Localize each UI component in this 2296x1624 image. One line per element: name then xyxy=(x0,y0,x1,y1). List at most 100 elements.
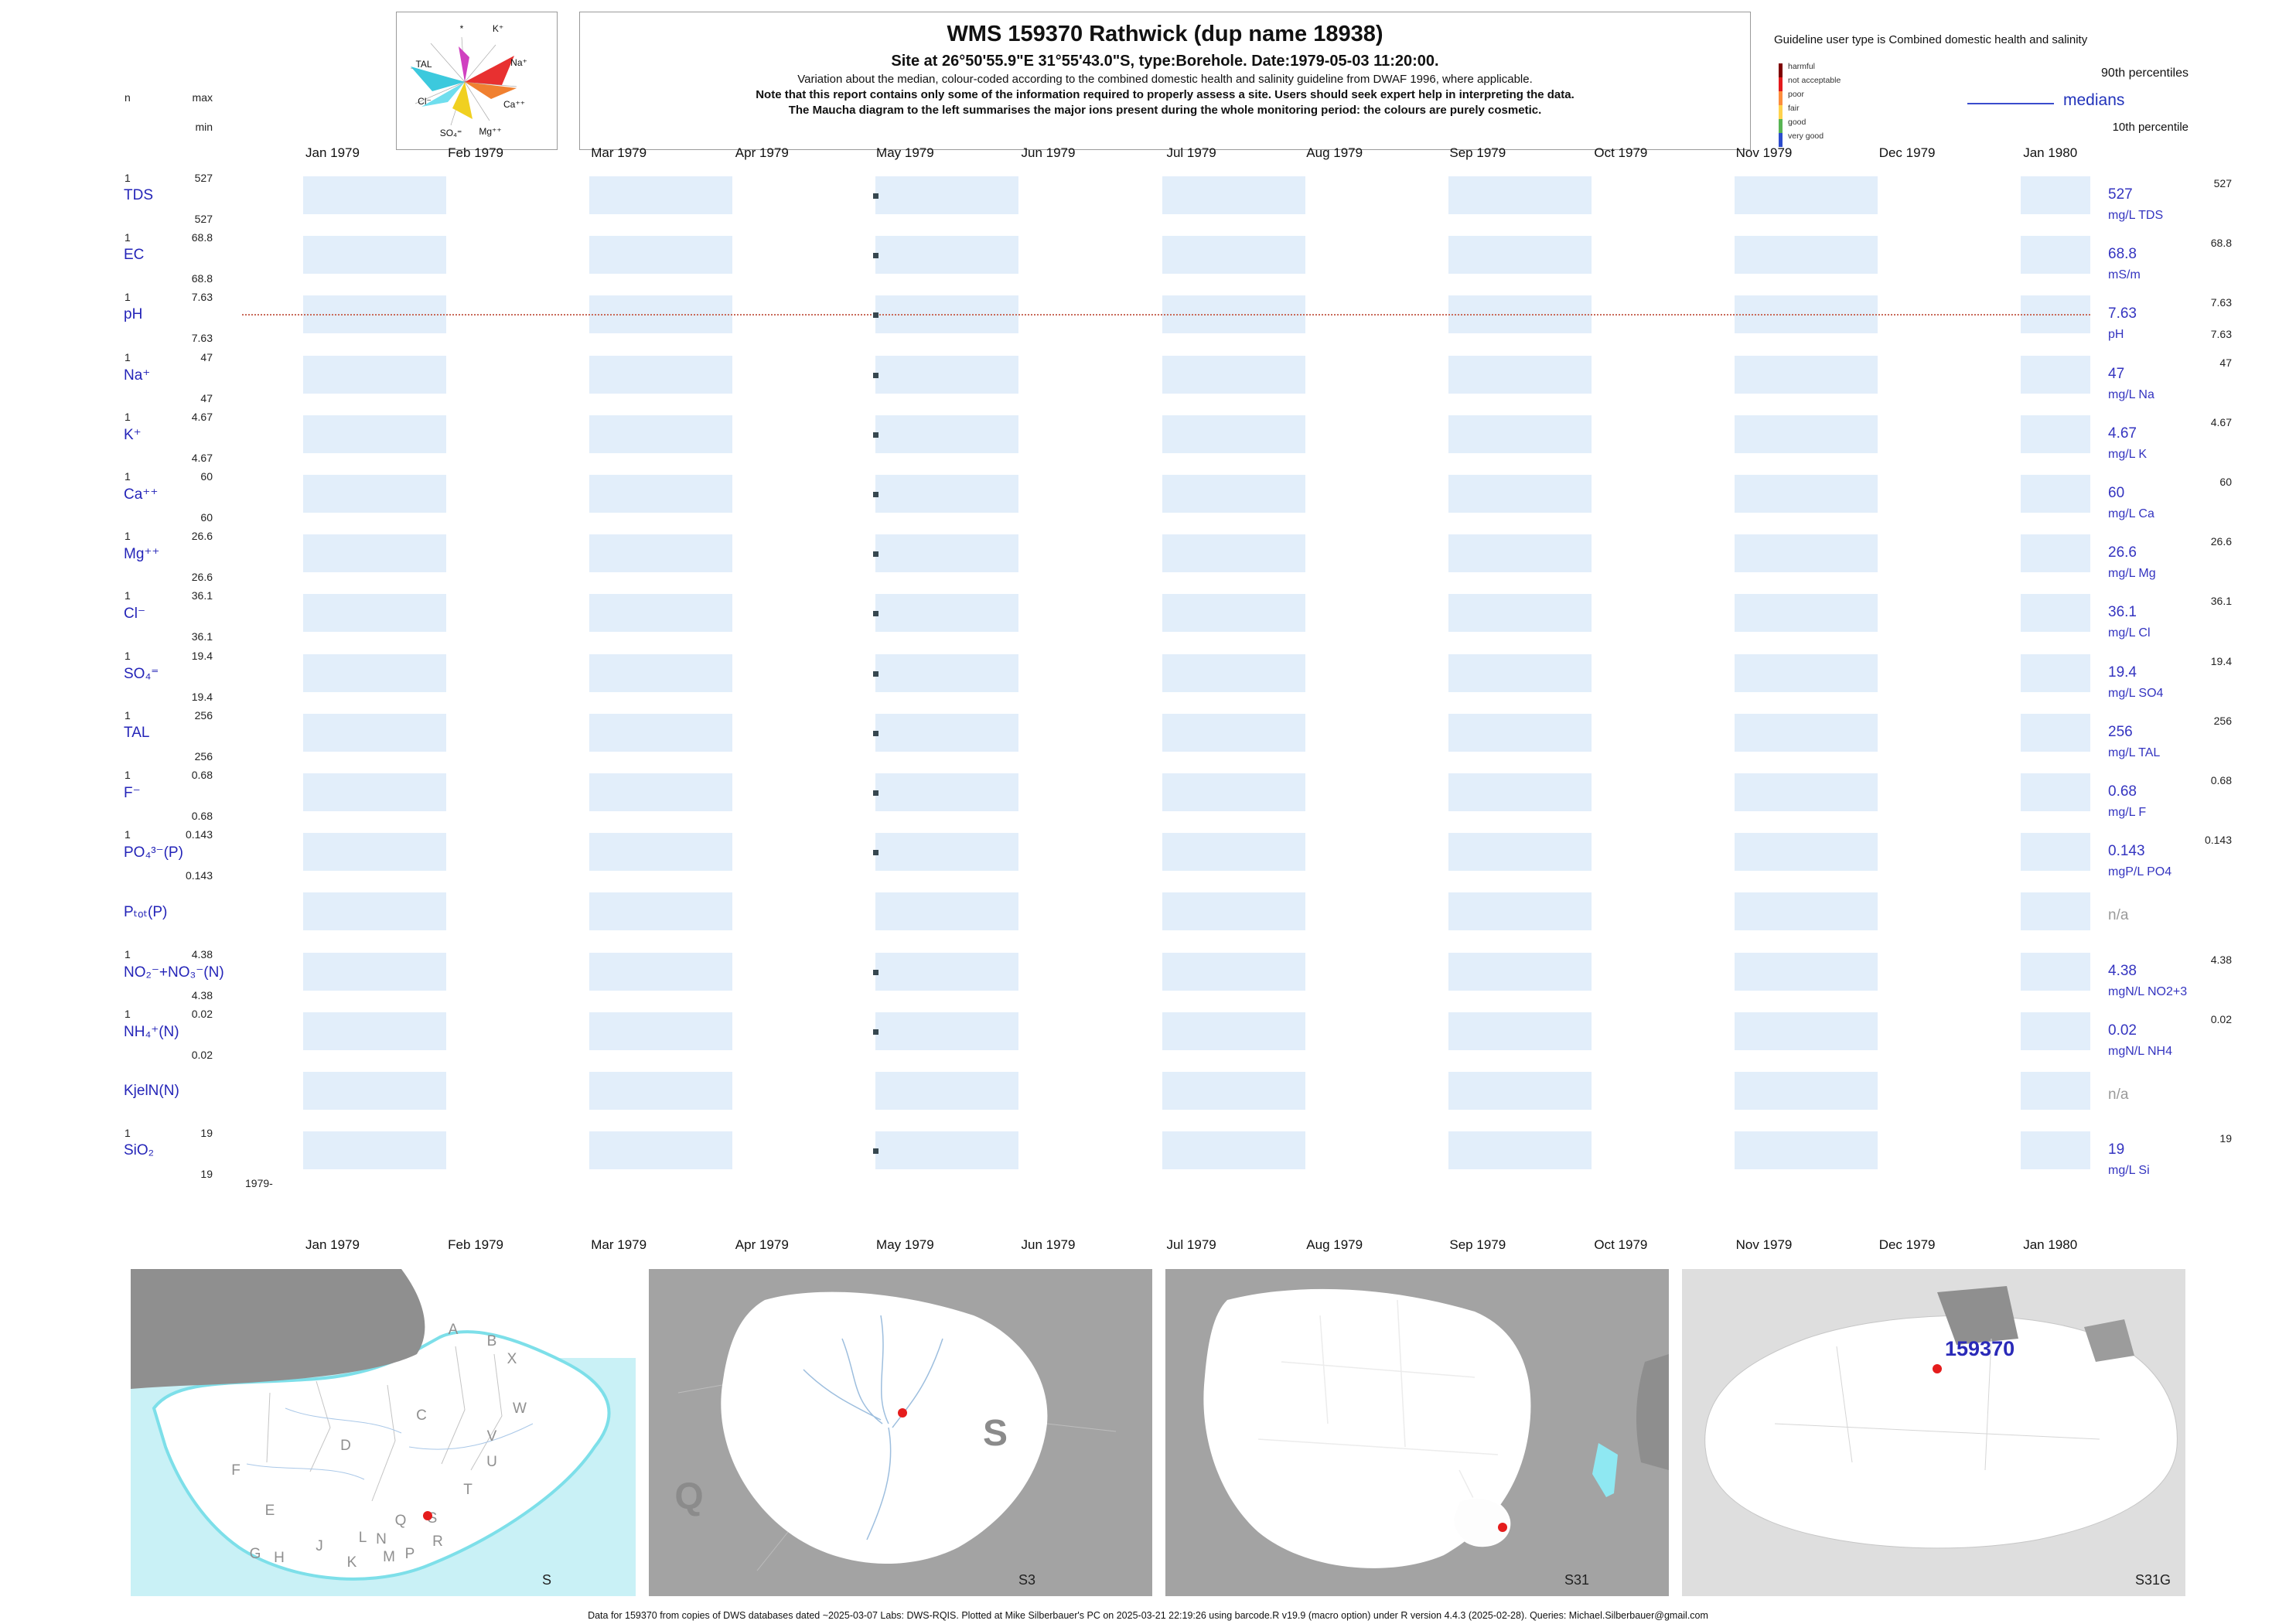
row-unit: mg/L Si xyxy=(2108,1164,2150,1178)
row-sample-count: 1 xyxy=(125,1007,131,1020)
month-band xyxy=(303,355,447,394)
month-band xyxy=(2021,653,2090,692)
parameter-row: 1 4.67 4.67 K⁺ 4.67 4.67 mg/L K xyxy=(0,411,2296,471)
region-letter: M xyxy=(383,1549,395,1565)
row-median-value: 47 xyxy=(2108,365,2125,382)
month-bands xyxy=(242,1072,2090,1110)
month-band xyxy=(875,1072,1019,1110)
month-band xyxy=(303,1131,447,1170)
site-subtitle: Site at 26°50'55.9"E 31°55'43.0"S, type:… xyxy=(891,53,1439,70)
month-band xyxy=(1448,475,1592,513)
row-not-available: n/a xyxy=(2108,907,2129,924)
month-band xyxy=(875,475,1019,513)
month-label-bottom: Nov 1979 xyxy=(1735,1237,1793,1252)
month-band xyxy=(2021,1012,2090,1050)
data-point xyxy=(873,312,878,319)
neighbouring-countries xyxy=(131,1269,425,1389)
lake xyxy=(1592,1443,1618,1497)
row-min-value: 26.6 xyxy=(191,571,213,584)
parameter-label: NO₂⁻+NO₃⁻(N) xyxy=(124,964,224,981)
month-label-bottom: Feb 1979 xyxy=(448,1237,504,1252)
parameter-row: 1 60 60 Ca⁺⁺ 60 60 mg/L Ca xyxy=(0,470,2296,531)
month-label-bottom: Mar 1979 xyxy=(591,1237,647,1252)
month-band xyxy=(1735,892,1878,931)
month-band xyxy=(303,833,447,872)
row-unit: pH xyxy=(2108,328,2124,342)
region-letter: B xyxy=(487,1333,497,1349)
parameter-row: 1 19.4 19.4 SO₄⁼ 19.4 19.4 mg/L SO4 xyxy=(0,650,2296,710)
month-band xyxy=(1448,415,1592,453)
month-band xyxy=(589,236,733,275)
row-median-value: 26.6 xyxy=(2108,544,2137,561)
legend-scale-color xyxy=(1779,91,1783,105)
month-bands xyxy=(242,415,2090,453)
legend-10th-percentile: 10th percentile xyxy=(2112,121,2189,134)
month-band xyxy=(303,475,447,513)
row-max-value: 26.6 xyxy=(191,530,213,543)
province-boundaries xyxy=(266,1346,503,1502)
region-letter: V xyxy=(487,1428,497,1445)
month-band xyxy=(303,952,447,991)
row-90th-percentile: 19.4 xyxy=(2210,654,2232,667)
month-band xyxy=(1735,773,1878,811)
month-band xyxy=(1162,415,1305,453)
month-bands xyxy=(242,475,2090,513)
parameter-label: TDS xyxy=(124,187,153,203)
month-band xyxy=(1448,1072,1592,1110)
parameter-label: EC xyxy=(124,247,145,264)
parameter-label: Mg⁺⁺ xyxy=(124,546,160,563)
month-band xyxy=(589,176,733,214)
map-region-label: S xyxy=(542,1572,552,1588)
data-point xyxy=(873,372,878,378)
month-band xyxy=(303,713,447,752)
month-band xyxy=(1735,713,1878,752)
month-band xyxy=(1448,534,1592,573)
month-label-bottom: Apr 1979 xyxy=(735,1237,789,1252)
data-point xyxy=(873,492,878,497)
month-band xyxy=(1162,594,1305,633)
row-unit: mgN/L NO2+3 xyxy=(2108,984,2188,998)
month-band xyxy=(589,475,733,513)
month-band xyxy=(1735,1131,1878,1170)
month-band xyxy=(1162,355,1305,394)
data-point xyxy=(873,432,878,438)
parameter-label: Pₜₒₜ(P) xyxy=(124,904,168,921)
parameter-row: 1 47 47 Na⁺ 47 47 mg/L Na xyxy=(0,351,2296,411)
month-band xyxy=(875,833,1019,872)
parameter-row: 1 4.38 4.38 NO₂⁻+NO₃⁻(N) 4.38 4.38 mgN/L NO2+3 xyxy=(0,948,2296,1008)
region-letter: H xyxy=(274,1550,285,1566)
month-band xyxy=(1162,1131,1305,1170)
guideline-legend-title: Guideline user type is Combined domestic… xyxy=(1774,33,2088,46)
parameter-row: 1 68.8 68.8 EC 68.8 68.8 mS/m xyxy=(0,231,2296,292)
site-marker xyxy=(1498,1523,1507,1532)
row-90th-percentile: 0.68 xyxy=(2210,774,2232,786)
legend-scale-label: not acceptable xyxy=(1788,76,1841,85)
colhead-max: max xyxy=(192,91,213,104)
month-bands xyxy=(242,1131,2090,1170)
row-sample-count: 1 xyxy=(125,589,131,602)
maucha-label-na: Na⁺ xyxy=(510,57,527,68)
month-label-top: Oct 1979 xyxy=(1594,145,1648,160)
row-unit: mg/L TDS xyxy=(2108,209,2164,222)
row-90th-percentile: 60 xyxy=(2219,476,2232,488)
month-band xyxy=(589,594,733,633)
rivers xyxy=(246,1407,534,1480)
month-band xyxy=(875,892,1019,931)
region-letter: T xyxy=(463,1482,473,1498)
row-median-value: 0.02 xyxy=(2108,1022,2137,1039)
month-band xyxy=(1162,773,1305,811)
month-band xyxy=(1735,833,1878,872)
month-band xyxy=(303,892,447,931)
parameter-row: 1 527 527 TDS 527 527 mg/L TDS xyxy=(0,172,2296,232)
site-marker xyxy=(423,1511,432,1520)
maucha-label-ca: Ca⁺⁺ xyxy=(503,99,526,110)
month-band xyxy=(589,892,733,931)
row-median-value: 60 xyxy=(2108,485,2125,501)
parameter-label: Ca⁺⁺ xyxy=(124,486,159,503)
row-90th-percentile: 4.67 xyxy=(2210,415,2232,428)
guideline-color-scale: harmful not acceptable poor fair good very go… xyxy=(1779,62,1933,148)
month-label-bottom: Jul 1979 xyxy=(1166,1237,1216,1252)
month-band xyxy=(303,176,447,214)
map-primary-catchment: Q S S3 xyxy=(649,1269,1152,1596)
